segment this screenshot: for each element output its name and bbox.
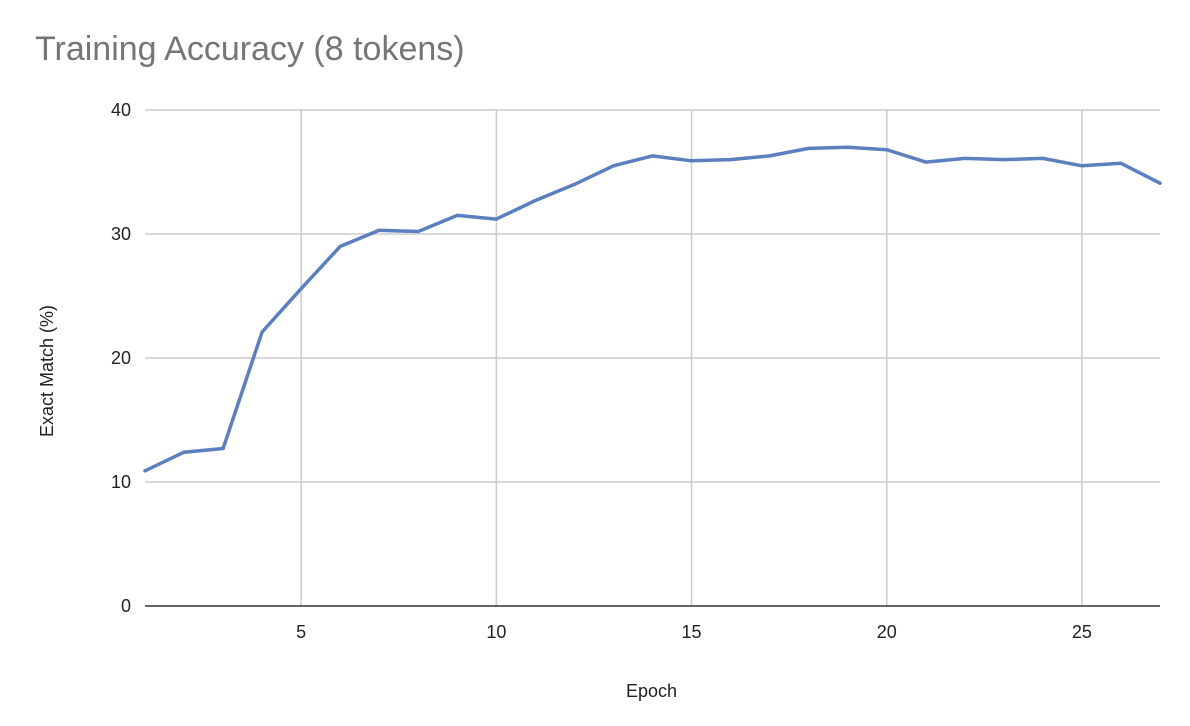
y-axis-title: Exact Match (%) [37,305,57,437]
data-point [846,145,850,149]
chart-title: Training Accuracy (8 tokens) [35,30,465,68]
y-tick-label: 40 [111,100,131,120]
data-point [455,213,459,217]
data-point [728,158,733,162]
x-axis-title: Epoch [626,681,677,701]
data-point [924,160,928,164]
data-point [1041,156,1045,160]
data-point [377,228,381,232]
x-tick-label: 20 [877,622,897,642]
data-point [689,159,694,163]
series-layer [143,145,1162,473]
y-tick-label: 0 [121,596,131,616]
data-point [143,469,147,473]
data-point [963,156,967,160]
data-point [768,154,772,158]
data-point [533,198,537,203]
data-point [1119,161,1123,165]
data-point [338,244,342,248]
data-point [650,154,655,158]
data-point [572,182,577,186]
x-tick-label: 10 [486,622,506,642]
x-tick-label: 25 [1072,622,1092,642]
y-tick-label: 20 [111,348,131,368]
data-point [1158,181,1162,185]
x-tick-label: 15 [682,622,702,642]
data-point [1002,158,1006,162]
data-point [260,330,264,334]
data-point [221,446,225,451]
data-point [885,148,889,152]
y-tick-label: 10 [111,472,131,492]
grid-lines [145,109,1160,606]
data-point [1080,164,1084,168]
x-tick-label: 5 [296,622,306,642]
data-point [416,229,420,234]
data-point [182,450,186,454]
y-tick-label: 30 [111,224,131,244]
data-point [611,164,616,168]
data-point [299,286,303,291]
tick-labels: 0 10 20 30 40 5 10 15 20 25 [111,100,1092,642]
data-point [807,146,811,151]
data-point [494,217,498,221]
series-line [143,145,1162,473]
